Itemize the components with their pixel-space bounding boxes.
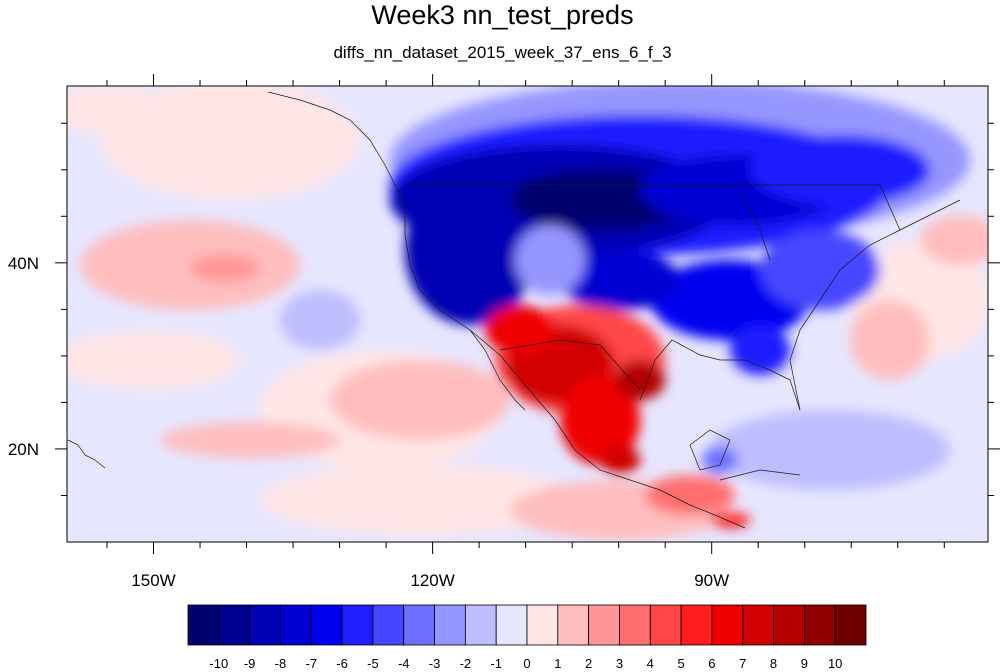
colorbar-label: 9 xyxy=(801,656,808,671)
colorbar: -10 -9 -8 -7 -6 -5 -4 -3 -2 -1 0 1 2 3 4 5 6 7 8 9 10 xyxy=(187,604,867,671)
x-tick-label: 90W xyxy=(694,571,729,590)
colorbar-swatch xyxy=(464,604,497,646)
colorbar-swatch xyxy=(588,604,620,646)
y-tick-label: 20N xyxy=(8,440,39,459)
colorbar-label: -2 xyxy=(460,656,472,671)
x-tick-label: 120W xyxy=(410,571,454,590)
colorbar-label: -7 xyxy=(305,656,317,671)
colorbar-swatch xyxy=(218,604,251,646)
colorbar-swatch xyxy=(742,604,774,646)
colorbar-label: 8 xyxy=(770,656,777,671)
colorbar-swatch xyxy=(773,604,805,646)
colorbar-label: -3 xyxy=(429,656,441,671)
colorbar-swatch xyxy=(341,604,374,646)
colorbar-label: 7 xyxy=(739,656,746,671)
colorbar-swatch xyxy=(249,604,281,646)
colorbar-swatch xyxy=(495,604,528,646)
colorbar-swatch xyxy=(711,604,744,646)
map-plot-area xyxy=(67,86,988,542)
colorbar-swatch xyxy=(526,604,559,646)
colorbar-label: 10 xyxy=(828,656,842,671)
colorbar-swatch xyxy=(834,604,867,646)
colorbar-label: -5 xyxy=(367,656,379,671)
coastlines xyxy=(67,91,961,529)
plot-frame xyxy=(66,85,989,543)
x-tick-label: 150W xyxy=(131,571,175,590)
colorbar-swatch xyxy=(280,604,312,646)
colorbar-label: -10 xyxy=(209,656,228,671)
colorbar-swatch xyxy=(619,604,651,646)
colorbar-label: -6 xyxy=(336,656,348,671)
colorbar-swatch xyxy=(680,604,713,646)
colorbar-swatch xyxy=(310,604,343,646)
colorbar-label: 1 xyxy=(554,656,561,671)
colorbar-swatch xyxy=(187,604,220,646)
colorbar-swatch xyxy=(557,604,590,646)
anomaly-fields xyxy=(67,86,988,540)
colorbar-label: -1 xyxy=(490,656,502,671)
colorbar-label: -4 xyxy=(398,656,410,671)
colorbar-swatch xyxy=(372,604,405,646)
colorbar-swatch xyxy=(403,604,435,646)
colorbar-label: 0 xyxy=(523,656,530,671)
colorbar-swatch xyxy=(649,604,682,646)
colorbar-label: 2 xyxy=(585,656,592,671)
chart-subtitle: diffs_nn_dataset_2015_week_37_ens_6_f_3 xyxy=(333,43,672,62)
colorbar-swatch xyxy=(803,604,836,646)
colorbar-label: -9 xyxy=(244,656,256,671)
colorbar-label: 5 xyxy=(677,656,684,671)
colorbar-label: 4 xyxy=(647,656,654,671)
colorbar-label: -8 xyxy=(275,656,287,671)
colorbar-label: 6 xyxy=(708,656,715,671)
y-tick-label: 40N xyxy=(8,254,39,273)
colorbar-swatch xyxy=(434,604,466,646)
chart-title: Week3 nn_test_preds xyxy=(371,0,634,30)
axis-ticks: 150W 120W 90W 20N 40N xyxy=(8,74,1000,590)
colorbar-label: 3 xyxy=(616,656,623,671)
